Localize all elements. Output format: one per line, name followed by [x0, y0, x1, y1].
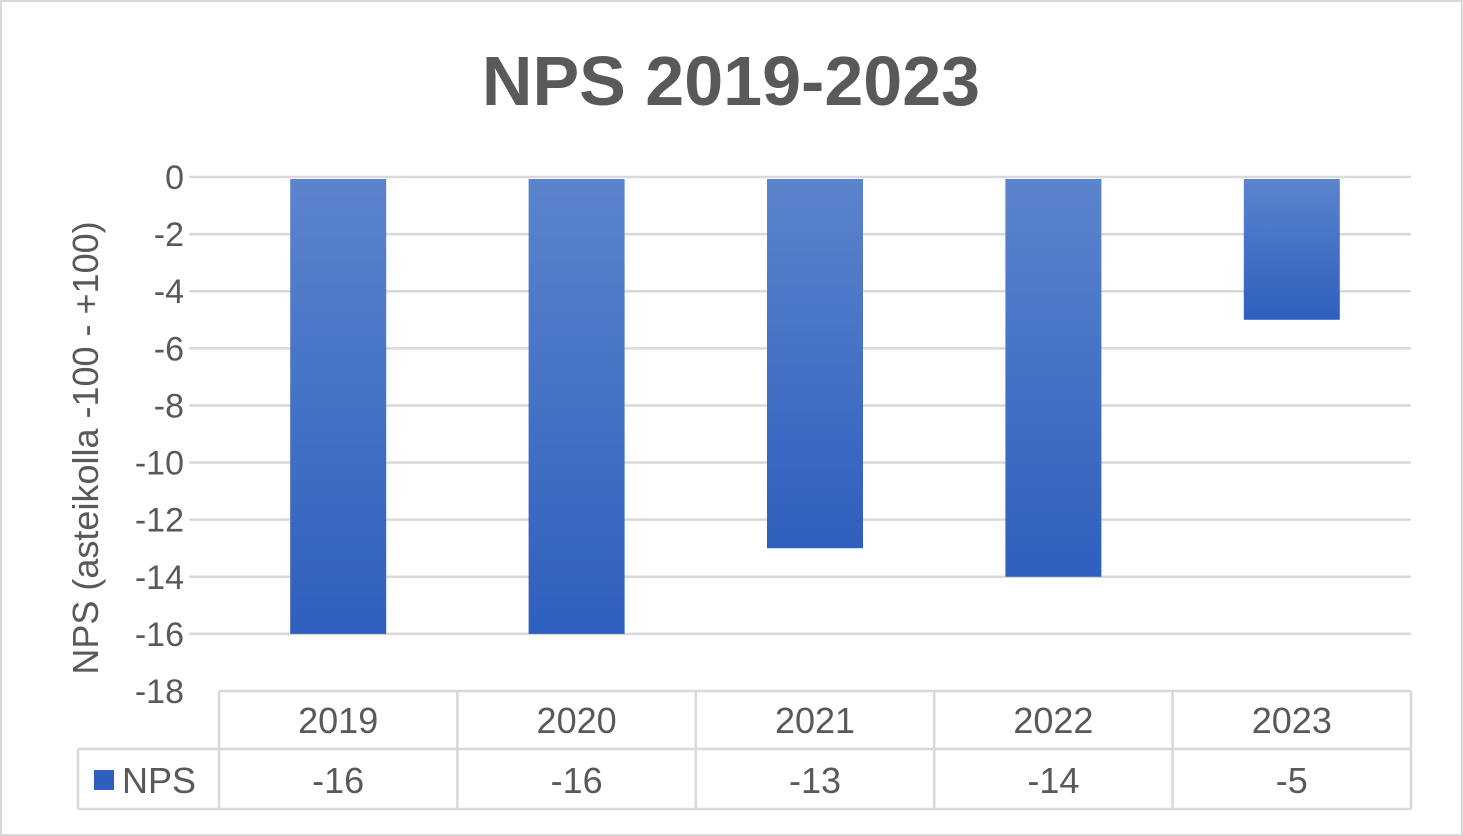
- x-tick-label: 2022: [1013, 700, 1093, 741]
- bar: [290, 179, 387, 634]
- y-tick-label: -8: [154, 387, 184, 425]
- data-label: -16: [312, 760, 364, 801]
- y-tick-label: -18: [135, 673, 184, 711]
- x-tick-label: 2021: [775, 700, 855, 741]
- y-tick-label: -14: [135, 559, 184, 597]
- data-table: 2019 -16 2020 -16 2021 -13 2022 -14 2023 -5 NPS: [76, 689, 1413, 811]
- data-label: -5: [1276, 760, 1308, 801]
- y-tick-label: -2: [154, 216, 184, 254]
- x-tick-label: 2019: [298, 700, 378, 741]
- data-label: -13: [789, 760, 841, 801]
- x-tick-label: 2023: [1252, 700, 1332, 741]
- y-tick-label: -12: [135, 502, 184, 540]
- y-axis-label: NPS (asteikolla -100 - +100): [65, 221, 106, 674]
- data-label: -14: [1027, 760, 1079, 801]
- x-tick-label: 2020: [537, 700, 617, 741]
- bars: [290, 179, 1340, 634]
- y-tick-label: -4: [154, 273, 184, 311]
- legend-label: NPS: [122, 760, 196, 801]
- data-label: -16: [551, 760, 603, 801]
- legend-swatch: [94, 770, 114, 790]
- bar: [528, 179, 625, 634]
- y-tick-label: -6: [154, 330, 184, 368]
- chart-title: NPS 2019-2023: [482, 42, 980, 120]
- y-tick-label: -10: [135, 445, 184, 483]
- bar: [1005, 179, 1102, 577]
- y-tick-label: 0: [165, 159, 184, 197]
- y-tick-labels: 0 -2 -4 -6 -8 -10 -12 -14 -16 -18: [135, 159, 184, 711]
- bar: [1243, 179, 1340, 320]
- bar: [767, 179, 863, 549]
- y-tick-label: -16: [135, 616, 184, 654]
